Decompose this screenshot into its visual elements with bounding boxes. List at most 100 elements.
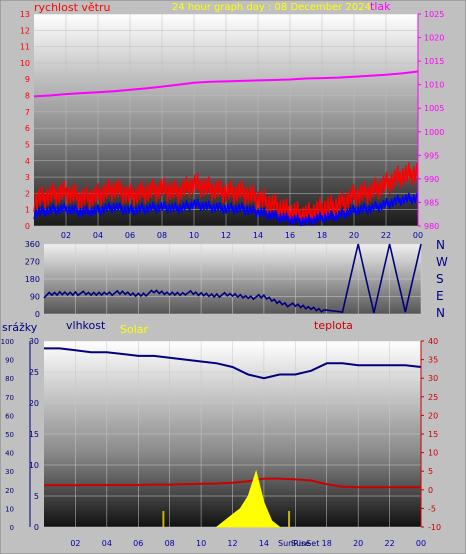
top-x-tick-label: 14 bbox=[253, 231, 263, 240]
humidity-line bbox=[44, 347, 422, 380]
bottom-x-tick-label: 22 bbox=[384, 539, 394, 548]
rain-tick-label: 0 bbox=[10, 524, 14, 532]
humidity-axis-title: vlhkost bbox=[66, 319, 106, 332]
wind-direction-chart: 0 90 180 270 360 N W S E N bbox=[25, 238, 448, 320]
top-x-tick-label: 00 bbox=[413, 231, 423, 240]
compass-n-bottom: N bbox=[436, 306, 445, 320]
sunrise-label: SunRise bbox=[278, 539, 310, 548]
pressure-tick-label: 1010 bbox=[424, 81, 444, 90]
pressure-tick-label: 1005 bbox=[424, 104, 444, 113]
pressure-axis-title: tlak bbox=[370, 0, 391, 13]
pressure-tick-label: 1020 bbox=[424, 34, 444, 43]
wind-direction-line bbox=[43, 243, 422, 314]
direction-tick-label: 90 bbox=[30, 293, 40, 302]
wind-tick-label: 4 bbox=[25, 157, 30, 166]
top-series bbox=[33, 70, 419, 227]
temperature-tick-label: 15 bbox=[428, 430, 438, 439]
wind-tick-label: 12 bbox=[20, 26, 30, 35]
rain-tick-label: 90 bbox=[5, 357, 14, 365]
temperature-tick-label: -5 bbox=[428, 504, 436, 513]
temperature-line bbox=[44, 477, 421, 489]
top-x-tick-label: 06 bbox=[125, 231, 135, 240]
wind-tick-label: 6 bbox=[25, 124, 30, 133]
bottom-series bbox=[44, 347, 422, 528]
bottom-x-tick-label: 18 bbox=[322, 539, 332, 548]
humidity-tick-label: 15 bbox=[29, 430, 39, 439]
rain-axis-title: srážky bbox=[2, 321, 38, 334]
temperature-axis-title: teplota bbox=[314, 319, 353, 332]
bottom-x-tick-label: 12 bbox=[227, 539, 237, 548]
temp-humidity-chart: srážky vlhkost Solar teplota 05101520253… bbox=[1, 319, 441, 548]
compass-labels: N W S E N bbox=[436, 238, 448, 320]
rain-tick-label: 40 bbox=[5, 450, 14, 458]
wind-tick-label: 2 bbox=[25, 189, 30, 198]
wind-tick-label: 5 bbox=[25, 140, 30, 149]
pressure-tick-label: 1000 bbox=[424, 128, 444, 137]
temperature-tick-label: 20 bbox=[428, 411, 438, 420]
bottom-x-tick-label: 20 bbox=[353, 539, 363, 548]
top-x-tick-label: 10 bbox=[189, 231, 199, 240]
bottom-x-tick-label: 08 bbox=[165, 539, 175, 548]
wind-tick-label: 7 bbox=[25, 108, 30, 117]
temperature-ticks: -10 -5 0 5 10 15 20 25 30 35 40 bbox=[420, 337, 441, 532]
solar-axis-title: Solar bbox=[120, 323, 149, 336]
mid-grid bbox=[44, 243, 422, 315]
bottom-x-tick-label: 10 bbox=[196, 539, 206, 548]
humidity-tick-label: 0 bbox=[34, 523, 39, 532]
pressure-tick-label: 985 bbox=[424, 198, 439, 207]
pressure-tick-label: 1025 bbox=[424, 10, 444, 19]
temperature-tick-label: -10 bbox=[428, 523, 441, 532]
wind-tick-label: 8 bbox=[25, 92, 30, 101]
temperature-tick-label: 25 bbox=[428, 393, 438, 402]
wind-tick-label: 9 bbox=[25, 75, 30, 84]
direction-tick-label: 0 bbox=[35, 310, 40, 319]
humidity-tick-label: 30 bbox=[29, 337, 39, 346]
wind-axis-title: rychlost větru bbox=[34, 1, 110, 14]
top-x-tick-label: 20 bbox=[349, 231, 359, 240]
bottom-x-tick-label: 06 bbox=[133, 539, 143, 548]
temperature-tick-label: 0 bbox=[428, 486, 433, 495]
top-x-tick-label: 04 bbox=[93, 231, 103, 240]
top-x-tick-label: 12 bbox=[221, 231, 231, 240]
compass-s: S bbox=[436, 272, 444, 286]
bottom-x-tick-label: 00 bbox=[416, 539, 426, 548]
rain-tick-label: 60 bbox=[5, 412, 14, 420]
bottom-x-tick-label: 14 bbox=[259, 539, 269, 548]
top-x-ticks: 02 04 06 08 10 12 14 16 18 20 22 00 bbox=[61, 231, 423, 240]
sunset-label: SunSet bbox=[291, 539, 319, 548]
direction-ticks: 0 90 180 270 360 bbox=[25, 240, 40, 319]
rain-tick-label: 20 bbox=[5, 487, 14, 495]
chart-title: 24 hour graph day : 08 December 2024 bbox=[172, 2, 371, 13]
top-x-tick-label: 22 bbox=[381, 231, 391, 240]
temperature-tick-label: 35 bbox=[428, 356, 438, 365]
pressure-ticks: 980 985 990 995 1000 1005 1010 1015 1020 1025 bbox=[417, 10, 444, 231]
temperature-tick-label: 5 bbox=[428, 467, 433, 476]
wind-tick-label: 3 bbox=[25, 173, 30, 182]
direction-tick-label: 360 bbox=[25, 240, 40, 249]
wind-average-line bbox=[33, 192, 419, 227]
pressure-tick-label: 995 bbox=[424, 151, 439, 160]
wind-tick-label: 1 bbox=[25, 206, 30, 215]
solar-area bbox=[215, 469, 281, 528]
pressure-tick-label: 990 bbox=[424, 175, 439, 184]
direction-tick-label: 180 bbox=[25, 275, 40, 284]
wind-tick-label: 11 bbox=[20, 43, 30, 52]
rain-tick-label: 70 bbox=[5, 394, 14, 402]
bottom-x-tick-label: 04 bbox=[102, 539, 112, 548]
humidity-ticks: 0 5 10 15 20 25 30 bbox=[29, 337, 39, 532]
top-x-tick-label: 08 bbox=[157, 231, 167, 240]
rain-ticks: 0510152025303540455055606570758085909510… bbox=[1, 338, 14, 532]
humidity-tick-label: 25 bbox=[29, 368, 39, 377]
pressure-tick-label: 980 bbox=[424, 222, 439, 231]
compass-e: E bbox=[436, 289, 444, 303]
wind-speed-line bbox=[33, 162, 419, 226]
rain-tick-label: 80 bbox=[5, 375, 14, 383]
top-x-tick-label: 18 bbox=[317, 231, 327, 240]
compass-n-top: N bbox=[436, 238, 445, 252]
rain-tick-label: 50 bbox=[5, 431, 14, 439]
pressure-line bbox=[33, 70, 419, 98]
humidity-tick-label: 10 bbox=[29, 461, 39, 470]
pressure-tick-label: 1015 bbox=[424, 57, 444, 66]
top-x-tick-label: 16 bbox=[285, 231, 295, 240]
